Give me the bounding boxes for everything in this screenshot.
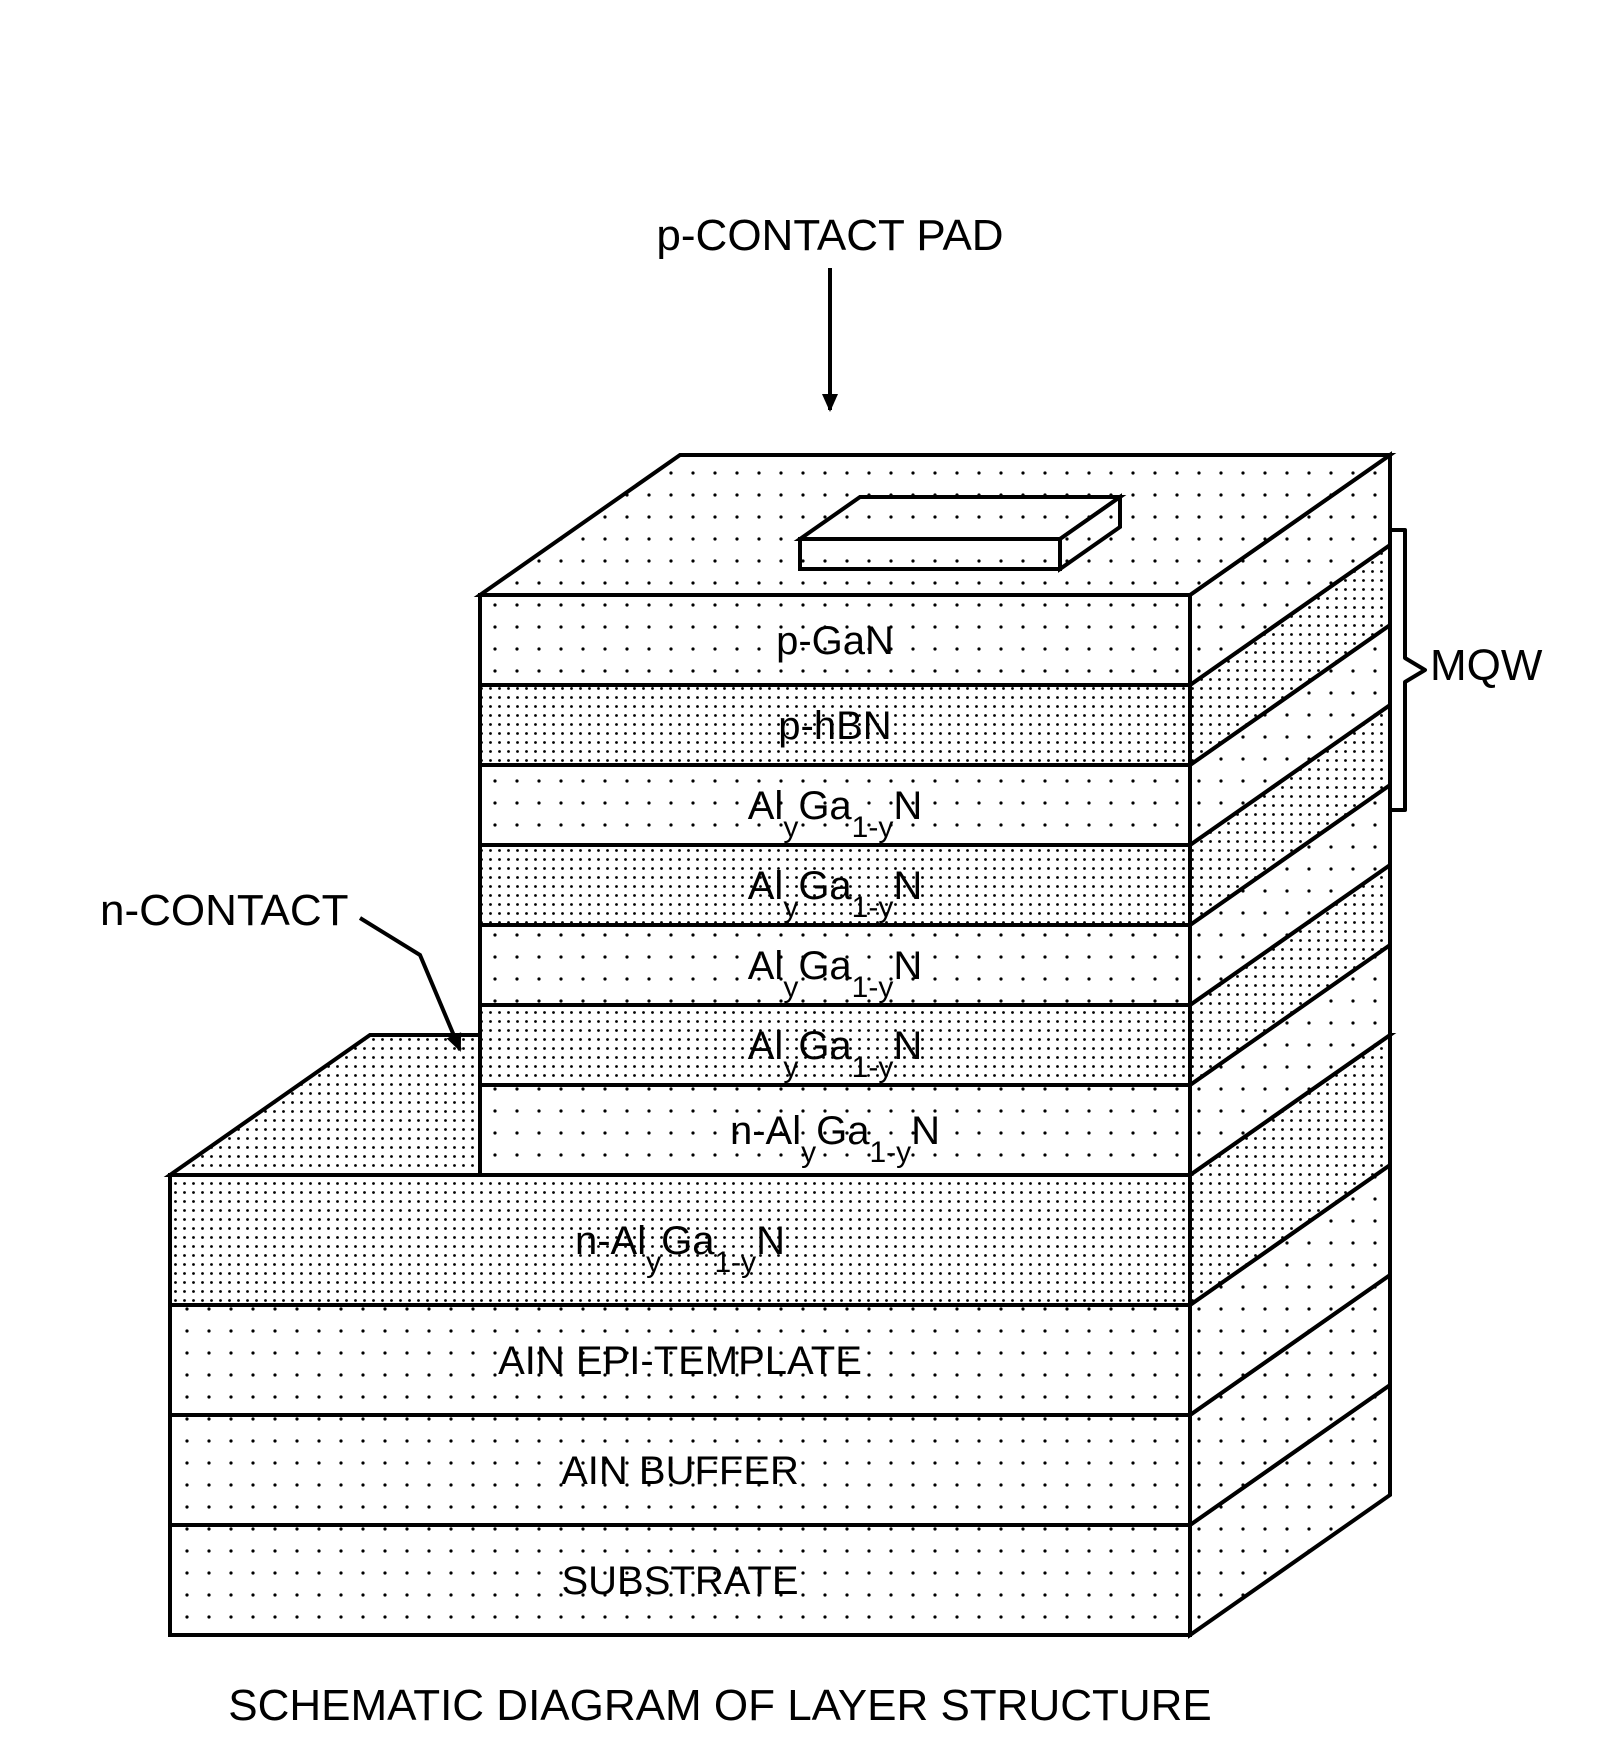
caption: SCHEMATIC DIAGRAM OF LAYER STRUCTURE (228, 1681, 1212, 1730)
ain-buffer-label: AIN BUFFER (561, 1449, 799, 1493)
p-hbn-label: p-hBN (778, 704, 891, 748)
ain-epi-label: AIN EPI-TEMPLATE (498, 1339, 862, 1383)
n-contact-label: n-CONTACT (100, 886, 349, 935)
p-contact-label: p-CONTACT PAD (656, 211, 1003, 260)
substrate-label: SUBSTRATE (561, 1559, 798, 1603)
mqw-label: MQW (1430, 641, 1543, 690)
p-gan-label: p-GaN (776, 619, 894, 663)
diagram-root: SUBSTRATEAIN BUFFERAIN EPI-TEMPLATEn-Aly… (0, 0, 1610, 1755)
p-contact-pad (800, 497, 1120, 569)
